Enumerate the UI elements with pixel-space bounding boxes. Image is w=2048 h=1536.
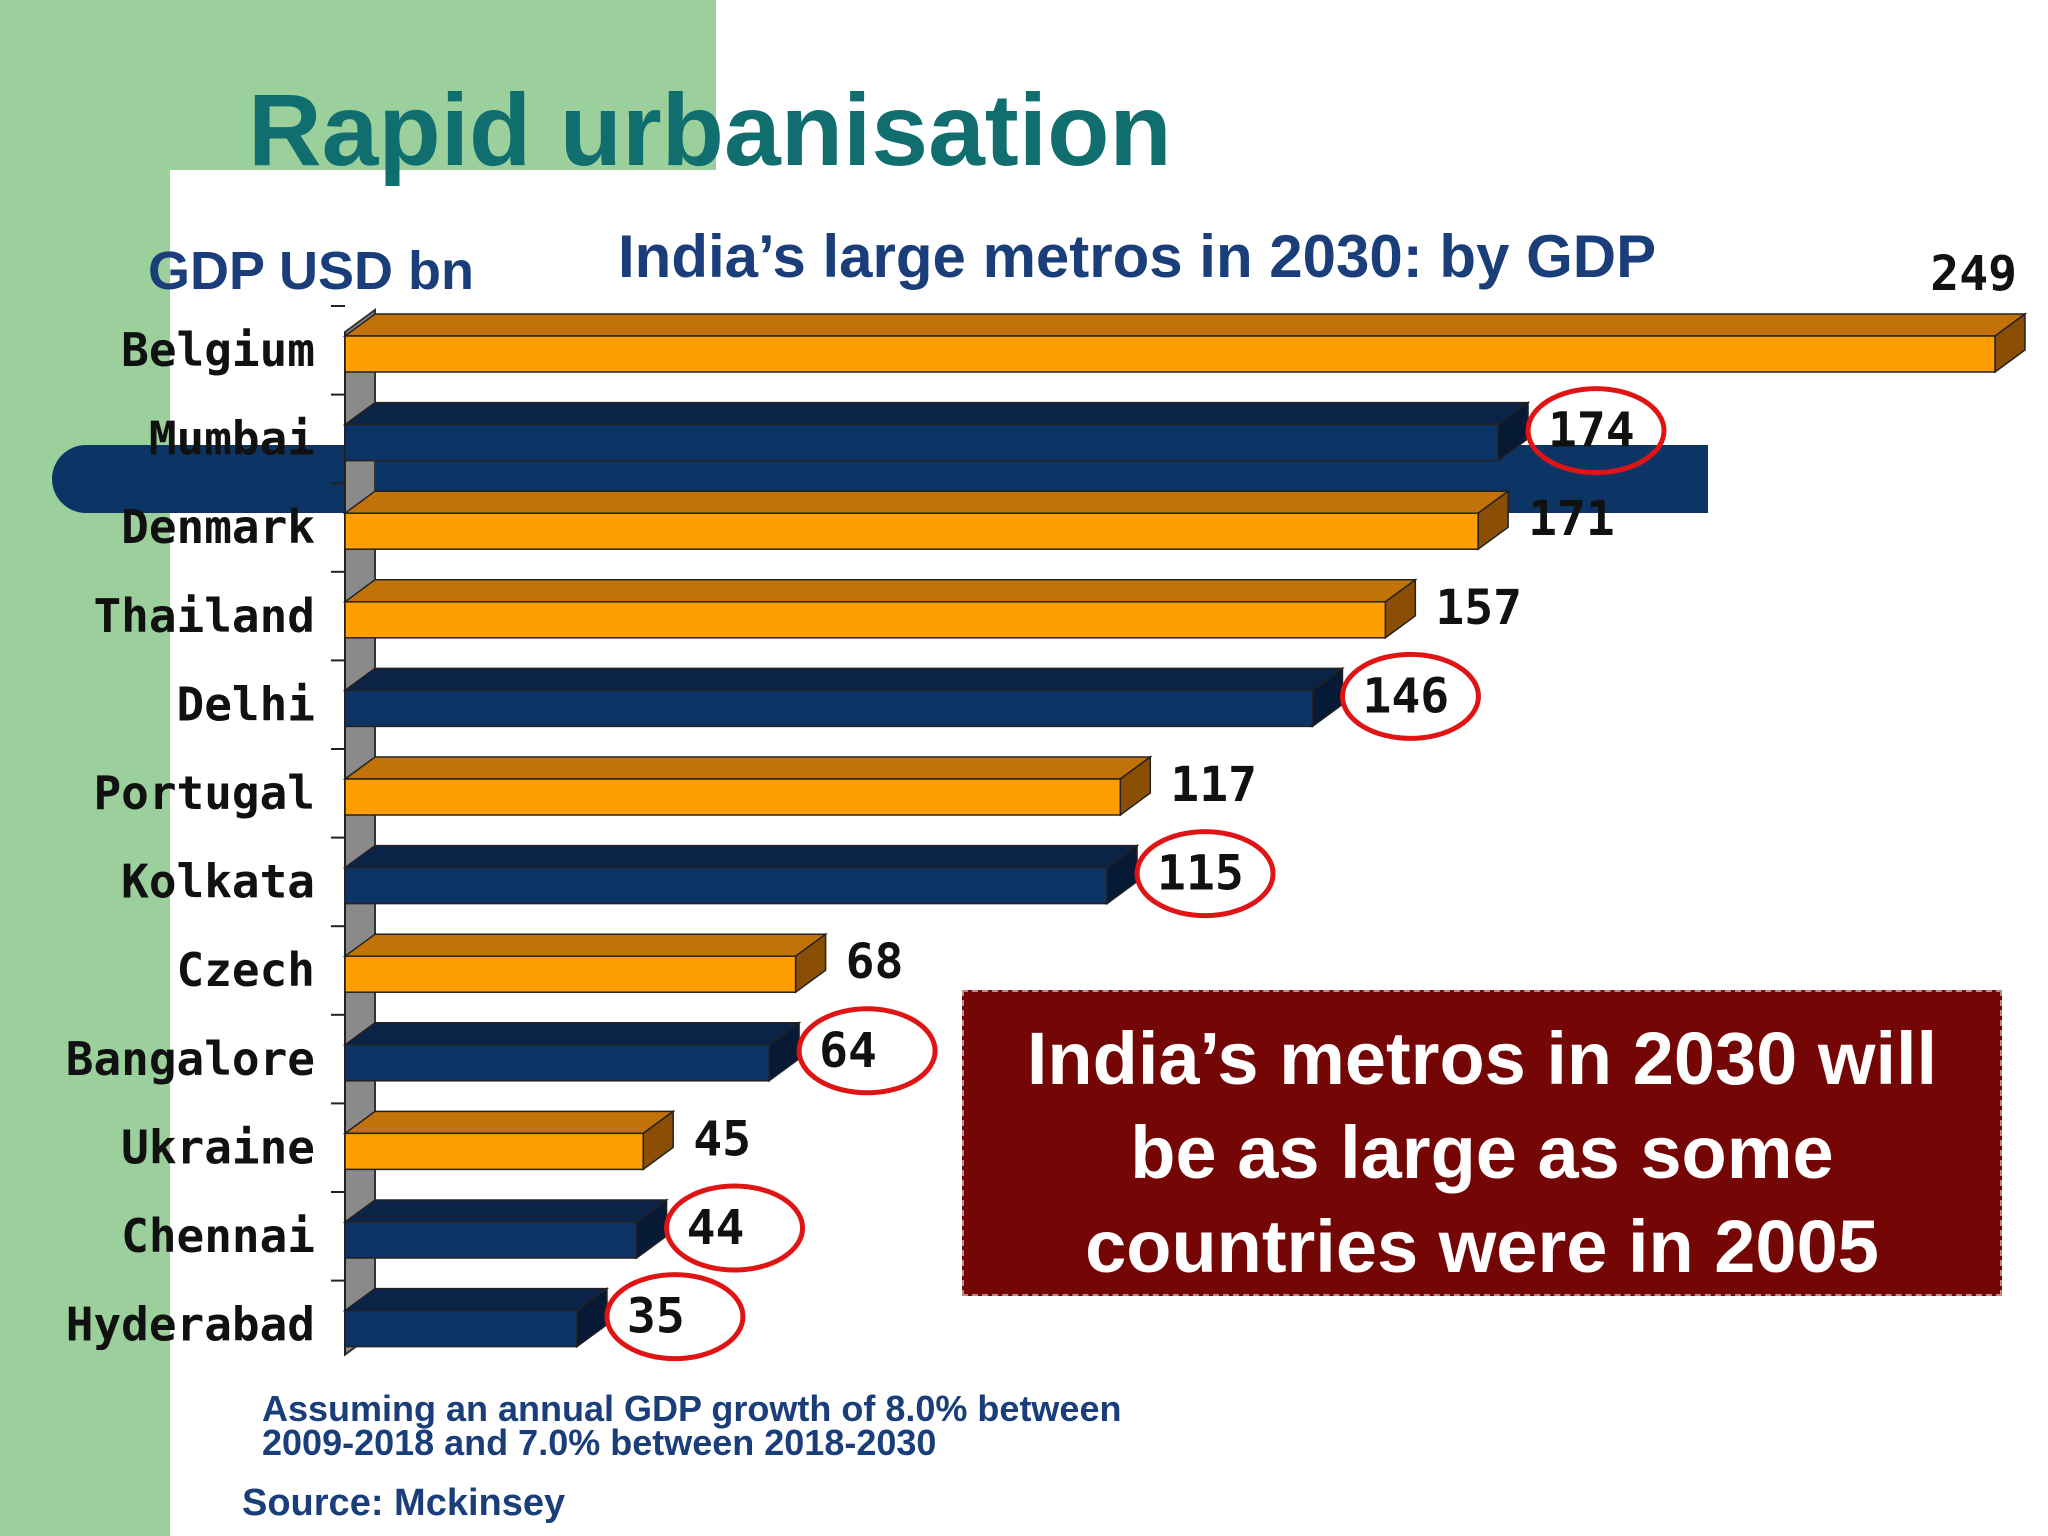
bar-thailand — [344, 601, 1387, 639]
bar-hyderabad — [344, 1309, 578, 1348]
left-green-band — [0, 0, 170, 1536]
highlight-ring-hyderabad — [604, 1272, 746, 1362]
highlight-ring-kolkata — [1134, 829, 1276, 919]
footnote-line-1: Assuming an annual GDP growth of 8.0% be… — [262, 1388, 1122, 1429]
highlight-ring-bangalore — [796, 1006, 938, 1096]
bar-top-kolkata — [342, 844, 1140, 869]
category-label-delhi: Delhi — [177, 677, 315, 731]
value-label-ukraine: 45 — [693, 1111, 751, 1167]
bar-top-ukraine — [342, 1110, 676, 1135]
value-label-czech: 68 — [846, 934, 904, 990]
bar-top-mumbai — [342, 401, 1531, 426]
growth-assumption-note: Assuming an annual GDP growth of 8.0% be… — [262, 1388, 1262, 1463]
value-label-hyderabad: 35 — [627, 1289, 685, 1345]
bar-mumbai — [344, 423, 1499, 462]
category-label-hyderabad: Hyderabad — [66, 1298, 315, 1352]
bar-top-chennai — [342, 1199, 669, 1223]
bar-delhi — [344, 689, 1314, 728]
callout-line-2: be as large as some — [1130, 1111, 1834, 1194]
bar-belgium — [344, 335, 1996, 373]
category-label-belgium: Belgium — [121, 323, 315, 377]
bar-top-portugal — [342, 756, 1153, 780]
category-label-bangalore: Bangalore — [66, 1032, 315, 1086]
value-label-chennai: 44 — [687, 1200, 745, 1256]
category-label-thailand: Thailand — [93, 589, 315, 643]
bar-top-bangalore — [342, 1022, 802, 1046]
value-label-kolkata: 115 — [1157, 846, 1244, 902]
bar-kolkata — [344, 866, 1108, 905]
category-label-kolkata: Kolkata — [121, 855, 315, 909]
category-label-mumbai: Mumbai — [149, 412, 315, 466]
bar-top-thailand — [342, 579, 1418, 603]
axis-unit-label: GDP USD bn — [148, 241, 475, 301]
category-label-denmark: Denmark — [121, 500, 315, 554]
category-label-portugal: Portugal — [93, 766, 315, 820]
bar-top-denmark — [342, 490, 1511, 514]
bar-top-czech — [342, 933, 828, 957]
callout-box: India’s metros in 2030 will be as large … — [962, 990, 2002, 1296]
value-label-mumbai: 174 — [1548, 403, 1635, 459]
value-label-delhi: 146 — [1362, 668, 1449, 724]
value-label-belgium: 249 — [1930, 246, 2017, 302]
top-green-band — [0, 0, 716, 170]
category-label-ukraine: Ukraine — [121, 1120, 315, 1174]
bar-czech — [344, 955, 797, 993]
callout-line-3: countries were in 2005 — [1085, 1205, 1879, 1288]
highlight-ring-chennai — [664, 1183, 806, 1273]
highlight-ring-delhi — [1339, 651, 1481, 741]
value-label-bangalore: 64 — [819, 1023, 877, 1079]
chart-title: India’s large metros in 2030: by GDP — [618, 223, 1657, 290]
bar-ukraine — [344, 1132, 644, 1171]
bar-bangalore — [344, 1044, 770, 1082]
bar-denmark — [344, 512, 1479, 550]
category-label-czech: Czech — [177, 943, 315, 997]
slide-title: Rapid urbanisation — [248, 73, 1172, 187]
value-label-portugal: 117 — [1170, 757, 1257, 813]
bar-portugal — [344, 778, 1122, 816]
callout-line-1: India’s metros in 2030 will — [1026, 1017, 1938, 1100]
axis-wall — [344, 308, 376, 1357]
highlight-ring-mumbai — [1525, 386, 1667, 476]
footnote-line-2: 2009-2018 and 7.0% between 2018-2030 — [262, 1422, 937, 1463]
bar-top-belgium — [342, 313, 2028, 337]
bar-top-delhi — [342, 667, 1345, 692]
bar-chennai — [344, 1221, 638, 1259]
value-label-denmark: 171 — [1528, 491, 1615, 547]
bar-top-hyderabad — [342, 1287, 610, 1312]
source-note: Source: Mckinsey — [242, 1482, 566, 1524]
category-label-chennai: Chennai — [121, 1209, 315, 1263]
value-label-thailand: 157 — [1435, 580, 1522, 636]
